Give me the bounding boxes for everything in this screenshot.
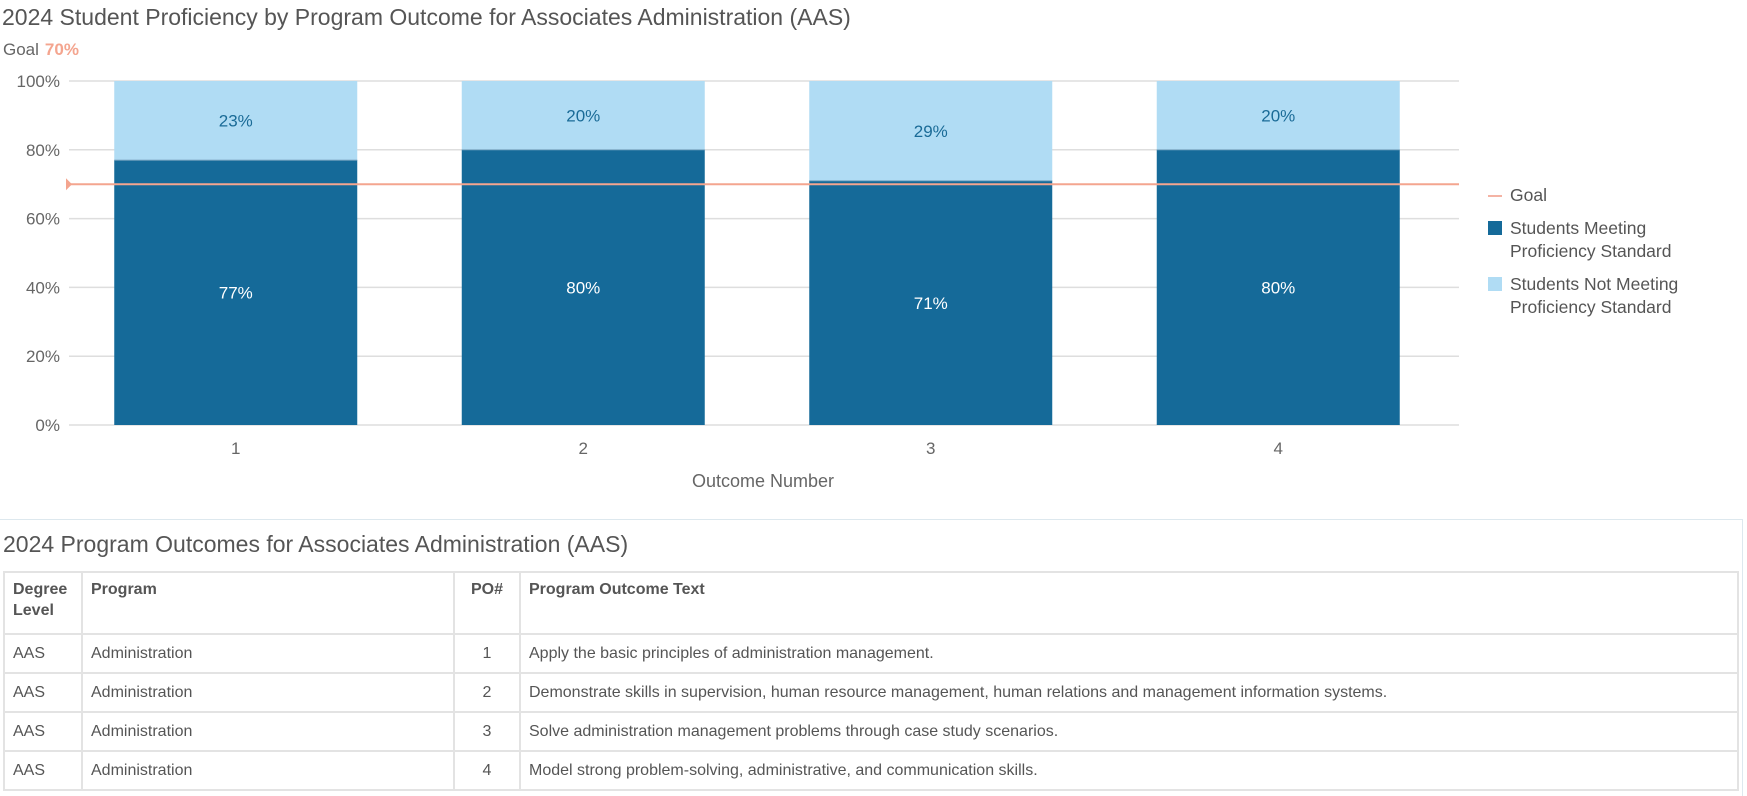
table-row: AAS Administration 4 Model strong problem-s… bbox=[3, 750, 1739, 791]
bar-segment-meeting bbox=[1156, 149, 1400, 426]
legend-label: Students Meeting Proficiency Standard bbox=[1510, 218, 1672, 261]
cell-program: Administration bbox=[81, 750, 455, 791]
bar-segment-meeting bbox=[114, 160, 358, 425]
y-tick-label: 0% bbox=[35, 416, 60, 435]
not-meeting-swatch bbox=[1488, 277, 1502, 291]
data-label: 80% bbox=[566, 278, 600, 297]
goal-marker-icon bbox=[66, 178, 72, 191]
stacked-bar-chart: 0% 20% 40% 60% 80% 100% 77% 23% 1 80% 20% 2 71% 29% 3 8… bbox=[17, 72, 1459, 490]
y-tick-label: 80% bbox=[26, 141, 60, 160]
goal-value: 70% bbox=[44, 40, 79, 59]
table-row: AAS Administration 2 Demonstrate skills in … bbox=[3, 672, 1739, 713]
goal-line-swatch bbox=[1488, 195, 1502, 197]
y-tick-label: 100% bbox=[17, 72, 60, 91]
cell-po: 4 bbox=[453, 750, 521, 791]
chart-title: 2024 Student Proficiency by Program Outc… bbox=[2, 4, 851, 30]
bar-segment-meeting bbox=[461, 149, 705, 426]
x-axis-title: Outcome Number bbox=[692, 471, 834, 490]
header-degree-level[interactable]: Degree Level bbox=[3, 571, 83, 635]
cell-po: 3 bbox=[453, 711, 521, 752]
x-tick-label: 4 bbox=[1274, 439, 1283, 458]
cell-degree-level: AAS bbox=[3, 711, 83, 752]
outcomes-panel: 2024 Program Outcomes for Associates Adm… bbox=[0, 519, 1743, 796]
chart-legend: Goal Students Meeting Proficiency Standar… bbox=[1488, 184, 1678, 329]
cell-po: 2 bbox=[453, 672, 521, 713]
x-tick-label: 3 bbox=[926, 439, 935, 458]
bar-segment-not-meeting bbox=[1156, 81, 1400, 150]
cell-degree-level: AAS bbox=[3, 672, 83, 713]
cell-outcome-text: Solve administration management problems… bbox=[519, 711, 1739, 752]
header-po[interactable]: PO# bbox=[453, 571, 521, 635]
cell-program: Administration bbox=[81, 672, 455, 713]
data-label: 71% bbox=[914, 294, 948, 313]
bar-segment-not-meeting bbox=[114, 81, 358, 161]
y-tick-label: 40% bbox=[26, 278, 60, 297]
data-label: 77% bbox=[219, 284, 253, 303]
x-tick-label: 1 bbox=[231, 439, 240, 458]
data-label: 80% bbox=[1261, 278, 1295, 297]
cell-outcome-text: Apply the basic principles of administra… bbox=[519, 633, 1739, 674]
cell-outcome-text: Demonstrate skills in supervision, human… bbox=[519, 672, 1739, 713]
bar-segment-meeting bbox=[809, 180, 1053, 425]
legend-item-goal[interactable]: Goal bbox=[1488, 184, 1678, 207]
legend-label: Students Not Meeting Proficiency Standard bbox=[1510, 274, 1679, 317]
header-program[interactable]: Program bbox=[81, 571, 455, 635]
legend-item-meeting[interactable]: Students Meeting Proficiency Standard bbox=[1488, 217, 1678, 263]
data-label: 23% bbox=[219, 112, 253, 131]
y-tick-label: 20% bbox=[26, 347, 60, 366]
x-tick-label: 2 bbox=[579, 439, 588, 458]
bar-segment-not-meeting bbox=[461, 81, 705, 150]
bar-segment-not-meeting bbox=[809, 81, 1053, 181]
table-header-row: Degree Level Program PO# Program Outcome… bbox=[3, 571, 1739, 635]
legend-label: Goal bbox=[1510, 185, 1547, 205]
data-label: 20% bbox=[566, 106, 600, 125]
cell-program: Administration bbox=[81, 711, 455, 752]
legend-item-not-meeting[interactable]: Students Not Meeting Proficiency Standard bbox=[1488, 273, 1678, 319]
y-tick-label: 60% bbox=[26, 210, 60, 229]
outcomes-table: Degree Level Program PO# Program Outcome… bbox=[3, 571, 1739, 791]
header-outcome-text[interactable]: Program Outcome Text bbox=[519, 571, 1739, 635]
cell-program: Administration bbox=[81, 633, 455, 674]
cell-outcome-text: Model strong problem-solving, administra… bbox=[519, 750, 1739, 791]
table-title: 2024 Program Outcomes for Associates Adm… bbox=[3, 531, 629, 557]
meeting-swatch bbox=[1488, 221, 1502, 235]
cell-degree-level: AAS bbox=[3, 750, 83, 791]
goal-label: Goal bbox=[3, 40, 39, 59]
table-row: AAS Administration 3 Solve administration m… bbox=[3, 711, 1739, 752]
cell-degree-level: AAS bbox=[3, 633, 83, 674]
data-label: 29% bbox=[914, 122, 948, 141]
data-label: 20% bbox=[1261, 106, 1295, 125]
cell-po: 1 bbox=[453, 633, 521, 674]
table-row: AAS Administration 1 Apply the basic princi… bbox=[3, 633, 1739, 674]
goal-summary: Goal 70% bbox=[3, 40, 79, 60]
